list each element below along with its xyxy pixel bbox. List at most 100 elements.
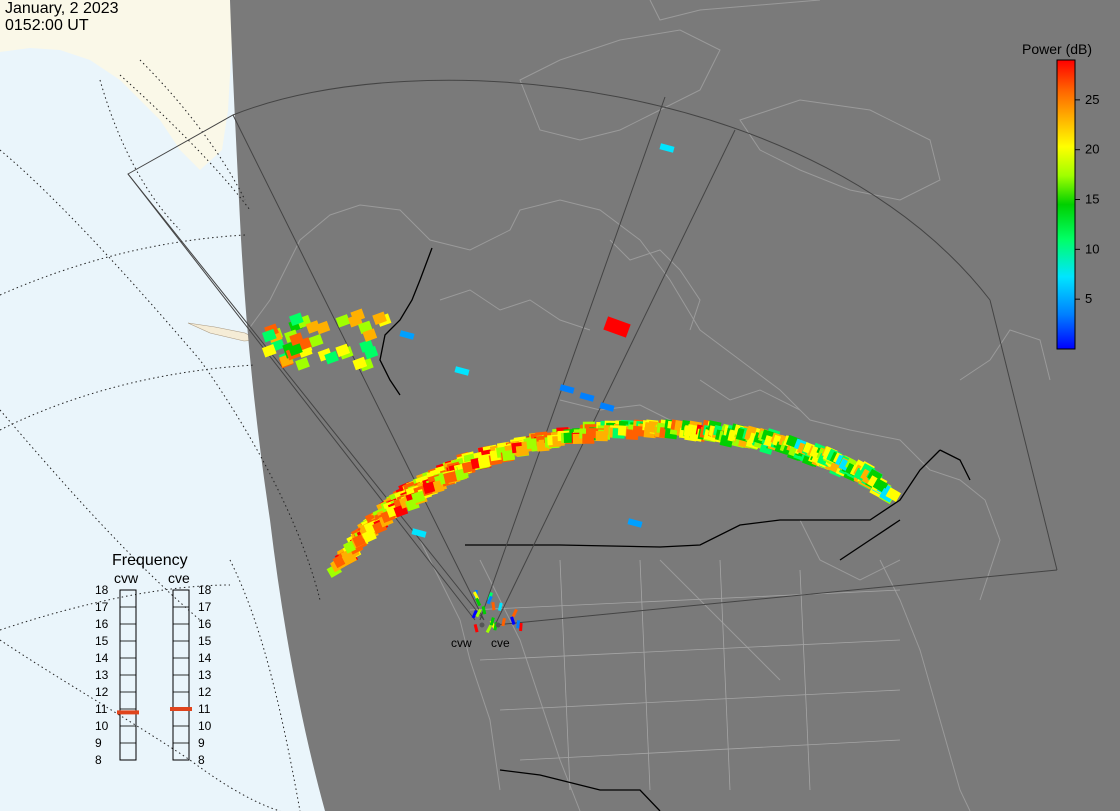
- echo-cell: [471, 610, 478, 619]
- freq-scale-label: 15: [95, 634, 109, 648]
- freq-scale-label: 12: [198, 685, 212, 699]
- echo-cell: [324, 350, 339, 365]
- echo-cell: [411, 528, 427, 538]
- freq-marker-cve: [170, 707, 192, 711]
- freq-scale-label: 10: [95, 719, 109, 733]
- echo-cell: [350, 308, 366, 323]
- date-label: January, 2 2023: [5, 0, 119, 17]
- freq-scale-label: 9: [198, 736, 205, 750]
- freq-scale-label: 13: [95, 668, 109, 682]
- echo-cell: [632, 425, 646, 437]
- radar-echoes: [261, 143, 901, 634]
- echo-cell: [510, 616, 516, 625]
- echo-cell: [261, 328, 277, 343]
- echo-cell: [475, 608, 482, 618]
- echo-cell: [305, 320, 321, 334]
- echo-cell: [477, 456, 492, 469]
- frequency-title: Frequency: [112, 552, 188, 569]
- echo-cell: [289, 312, 304, 327]
- freq-scale-label: 17: [95, 600, 109, 614]
- time-label: 0152:00 UT: [5, 17, 89, 34]
- freq-scale-label: 11: [198, 702, 211, 716]
- echo-cell: [491, 601, 496, 611]
- radar-fov: [127, 79, 1058, 626]
- echo-cell: [515, 445, 529, 457]
- freq-scale-label: 13: [198, 668, 212, 682]
- echo-cell: [489, 617, 495, 626]
- echo-cell: [497, 602, 503, 612]
- echo-cell: [372, 311, 387, 326]
- freq-scale-label: 15: [198, 634, 212, 648]
- echo-cell: [335, 314, 351, 328]
- alaska-landmass: [0, 0, 232, 170]
- echo-cell: [885, 487, 901, 502]
- echo-cell: [473, 624, 479, 633]
- echo-cell: [315, 320, 331, 335]
- freq-col-label-cve: cve: [168, 570, 190, 586]
- power-colorbar: Power (dB) 25 20 15 10 5: [1022, 41, 1099, 350]
- frequency-panel: Frequency cvw cve 18 17 16 15 14 13 12 11 10 9 8 18…: [95, 552, 212, 767]
- echo-cell: [501, 617, 506, 627]
- night-region: [230, 0, 1120, 811]
- echo-cell: [399, 330, 415, 340]
- echo-cell: [603, 316, 631, 338]
- freq-scale-label: 10: [198, 719, 212, 733]
- colorbar-tick-label: 15: [1085, 192, 1099, 207]
- echo-cell: [501, 449, 516, 462]
- echo-cell: [599, 402, 615, 412]
- echo-cell: [627, 518, 643, 528]
- state-borders: [469, 559, 901, 791]
- echo-cell: [443, 471, 458, 484]
- echo-cell: [519, 622, 523, 632]
- echo-cell: [659, 143, 675, 153]
- colorbar-tick-label: 10: [1085, 241, 1099, 256]
- echo-cell: [411, 490, 426, 504]
- radar-site-cve: [495, 622, 501, 628]
- colorbar-ramp: [1056, 59, 1076, 350]
- freq-scale-label: 18: [198, 583, 212, 597]
- colorbar-tick-label: 20: [1085, 142, 1099, 157]
- freq-scale-label: 18: [95, 583, 109, 597]
- freq-scale-label: 12: [95, 685, 109, 699]
- freq-col-label-cvw: cvw: [114, 570, 139, 586]
- echo-cell: [579, 392, 595, 402]
- radar-label-cvw: cvw: [451, 636, 472, 650]
- echo-cell: [295, 357, 310, 371]
- freq-scale-label: 8: [95, 753, 102, 767]
- echo-cell: [485, 624, 493, 634]
- radar-sites: cvw cve: [451, 622, 510, 650]
- radar-site-cvw: [479, 622, 485, 628]
- echo-cell: [361, 529, 377, 544]
- echo-cell: [359, 339, 374, 353]
- echo-cell: [352, 356, 368, 371]
- echo-cell: [559, 384, 575, 394]
- freq-scale-label: 16: [95, 617, 109, 631]
- freq-scale-label: 14: [198, 651, 212, 665]
- freq-scale-label: 9: [95, 736, 102, 750]
- echo-cell: [516, 620, 521, 629]
- freq-marker-cvw: [117, 710, 139, 715]
- echo-cell: [454, 366, 470, 376]
- echo-cell: [362, 328, 378, 342]
- freq-scale-label: 8: [198, 753, 205, 767]
- colorbar-tick-label: 25: [1085, 92, 1099, 107]
- freq-scale-label: 11: [95, 702, 108, 716]
- colorbar-tick-label: 5: [1085, 291, 1092, 306]
- echo-cell: [308, 334, 324, 348]
- freq-scale-label: 14: [95, 651, 109, 665]
- country-borders: [379, 247, 971, 811]
- radar-label-cve: cve: [491, 636, 510, 650]
- freq-scale-label: 16: [198, 617, 212, 631]
- echo-cell: [511, 608, 518, 618]
- colorbar-title: Power (dB): [1022, 41, 1092, 57]
- echo-cell: [289, 332, 304, 346]
- echo-cell: [288, 342, 303, 357]
- echo-cell: [261, 343, 277, 358]
- echo-cell: [475, 597, 482, 607]
- freq-scale-label: 17: [198, 600, 212, 614]
- echo-cell: [422, 481, 437, 494]
- coastlines: [247, 0, 1051, 811]
- echo-cell: [335, 343, 351, 358]
